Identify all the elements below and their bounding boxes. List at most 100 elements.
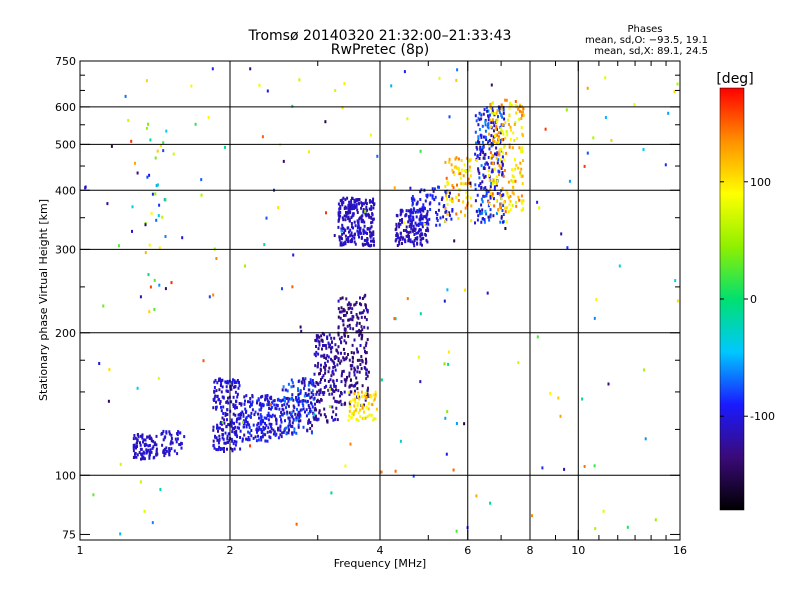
data-point <box>520 167 523 171</box>
data-point <box>360 355 363 358</box>
data-point <box>395 232 398 236</box>
data-point <box>271 405 273 409</box>
data-point <box>302 425 305 429</box>
data-point <box>315 350 318 354</box>
data-point <box>460 158 463 162</box>
colorbar-tick-label: 100 <box>750 176 771 189</box>
data-point <box>483 167 486 170</box>
data-point <box>165 129 168 133</box>
data-point <box>282 385 285 389</box>
data-point <box>281 287 283 291</box>
data-point <box>481 211 484 215</box>
data-point <box>283 411 286 415</box>
data-point <box>398 236 401 240</box>
data-point <box>141 455 144 459</box>
data-point <box>421 225 424 229</box>
data-point <box>145 443 148 447</box>
data-point <box>106 202 109 206</box>
data-point <box>258 416 260 420</box>
data-point <box>180 442 183 446</box>
data-point <box>360 220 363 223</box>
data-point <box>332 360 335 364</box>
data-point <box>329 343 332 347</box>
data-point <box>410 221 413 225</box>
data-point <box>328 405 331 409</box>
data-point <box>457 193 460 197</box>
data-point <box>236 379 239 382</box>
data-point <box>329 378 332 382</box>
data-point <box>314 354 317 358</box>
data-point <box>559 414 562 418</box>
data-point <box>221 433 224 436</box>
data-point <box>255 439 258 443</box>
data-point <box>353 207 356 210</box>
data-point <box>347 226 350 230</box>
data-point <box>366 415 369 419</box>
y-axis-label: Stationary phase Virtual Height [km] <box>37 199 50 401</box>
data-point <box>154 192 157 196</box>
data-point <box>310 382 313 386</box>
data-point <box>335 355 338 359</box>
data-point <box>366 232 368 235</box>
data-point <box>399 218 401 222</box>
data-point <box>269 402 272 406</box>
data-point <box>485 194 488 198</box>
data-point <box>365 405 368 409</box>
data-point <box>308 418 310 422</box>
data-point <box>108 368 111 372</box>
data-point <box>341 370 344 374</box>
data-point <box>350 416 353 420</box>
data-point <box>343 339 346 343</box>
data-point <box>364 303 367 307</box>
data-point <box>474 152 477 156</box>
data-point <box>317 417 320 421</box>
data-point <box>152 445 155 449</box>
data-point <box>224 441 227 445</box>
data-point <box>328 333 331 337</box>
data-point <box>262 432 265 436</box>
data-point <box>445 218 448 222</box>
data-point <box>501 129 504 133</box>
data-point <box>460 168 463 172</box>
data-point <box>222 395 225 399</box>
data-point <box>390 84 393 88</box>
data-point <box>340 380 343 384</box>
data-point <box>358 202 361 206</box>
data-point <box>365 242 368 246</box>
data-point <box>497 131 500 135</box>
data-point <box>480 186 483 189</box>
data-point <box>367 407 370 411</box>
data-point <box>496 179 499 183</box>
data-point <box>288 422 291 426</box>
data-point <box>490 121 493 124</box>
data-point <box>499 205 502 209</box>
data-point <box>607 382 610 386</box>
data-point <box>226 379 229 383</box>
data-point <box>355 205 358 209</box>
data-point <box>328 392 331 396</box>
data-point <box>144 438 147 442</box>
data-point <box>279 425 282 429</box>
data-point <box>350 199 353 203</box>
data-point <box>358 321 361 325</box>
data-point <box>339 207 342 210</box>
data-point <box>520 126 523 129</box>
data-point <box>369 133 372 137</box>
data-point <box>286 402 289 406</box>
data-point <box>369 226 372 230</box>
data-point <box>427 222 430 226</box>
data-point <box>272 399 275 403</box>
data-point <box>338 310 341 314</box>
data-point <box>347 418 350 422</box>
data-point <box>413 198 416 202</box>
data-point <box>343 331 346 335</box>
data-point <box>236 392 239 396</box>
data-point <box>398 225 401 229</box>
data-point <box>438 223 441 227</box>
data-point <box>224 431 227 435</box>
data-point <box>215 448 218 452</box>
data-point <box>364 198 367 202</box>
data-point <box>350 233 353 237</box>
data-point <box>286 396 289 400</box>
data-point <box>425 216 428 220</box>
